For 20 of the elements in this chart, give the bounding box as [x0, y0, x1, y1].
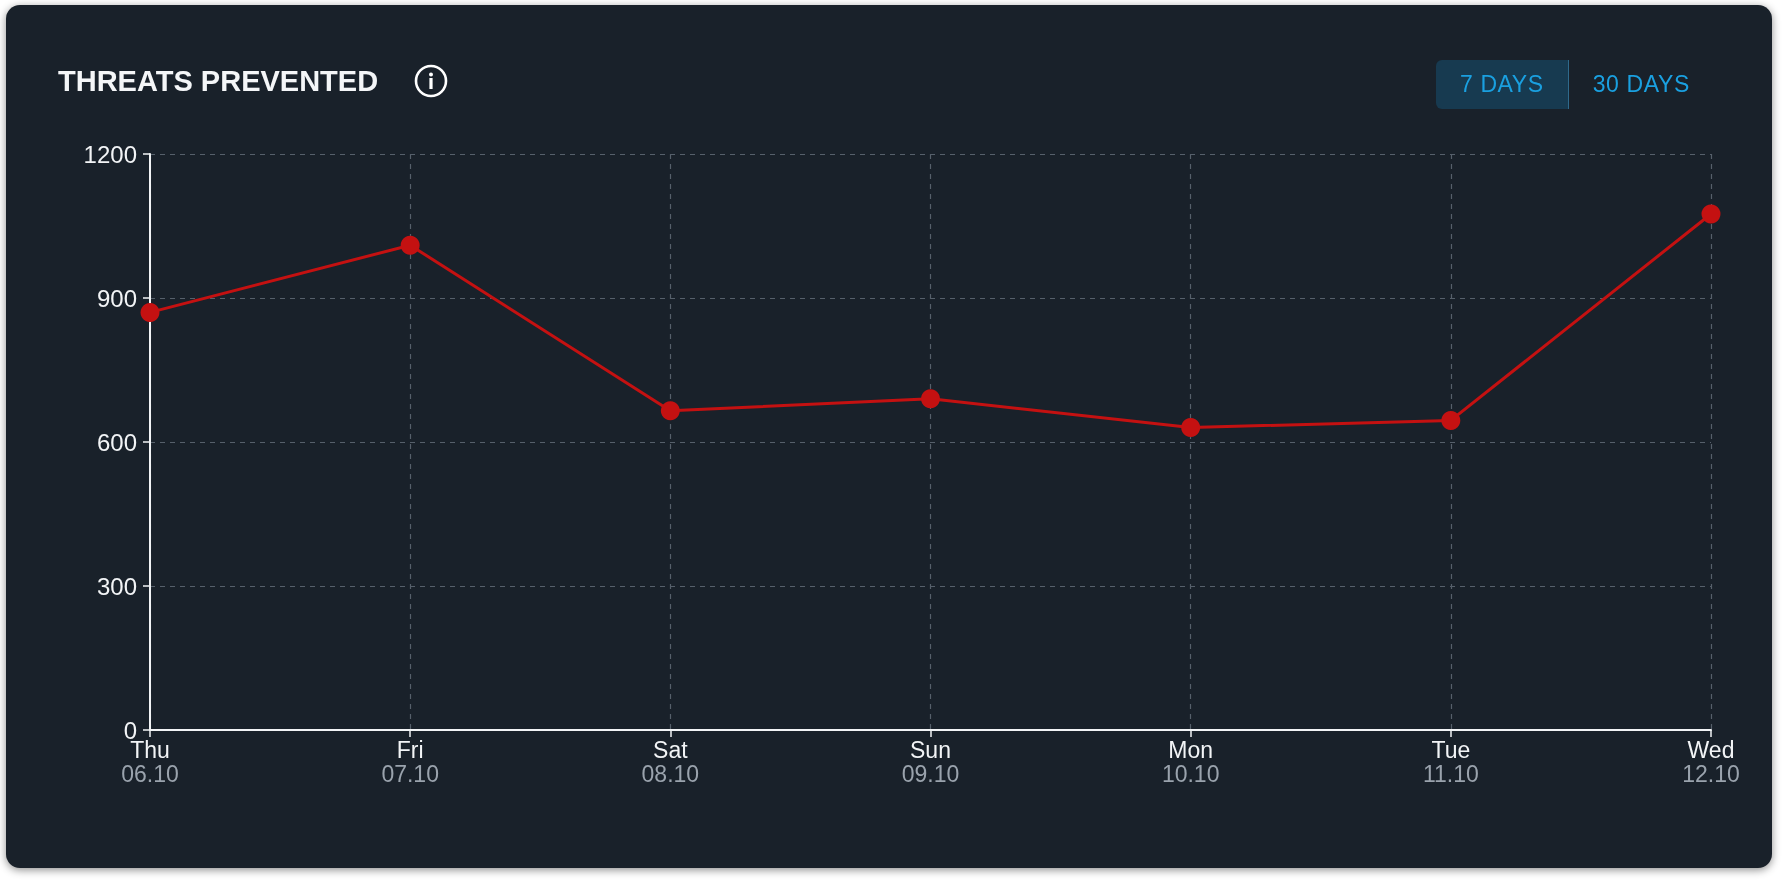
point [921, 389, 940, 409]
x-tick-label: Fri 07.10 [381, 737, 439, 787]
text: 30 DAYS [1591, 70, 1691, 99]
x-tick-label: Wed 12.10 [1682, 737, 1740, 787]
text: 7 DAYS [1436, 60, 1569, 109]
x-tick-label: Mon 10.10 [1161, 737, 1220, 787]
y-tick-label: 600 [96, 428, 137, 456]
point [140, 302, 160, 322]
x-tick-label: Tue 11.10 [1422, 737, 1479, 787]
x-tick-label: Sat 08.10 [641, 737, 700, 787]
x-tick-label: Sun 09.10 [901, 737, 960, 787]
y-tick-label: 900 [96, 284, 137, 312]
y-tick-label: 300 [96, 572, 137, 600]
point [1441, 410, 1461, 430]
y-tick-label: 1200 [83, 140, 137, 168]
chart-title: THREATS PREVENTED [58, 64, 379, 98]
point [1701, 204, 1721, 224]
point [660, 401, 680, 421]
point [400, 235, 420, 255]
point [1181, 418, 1201, 438]
